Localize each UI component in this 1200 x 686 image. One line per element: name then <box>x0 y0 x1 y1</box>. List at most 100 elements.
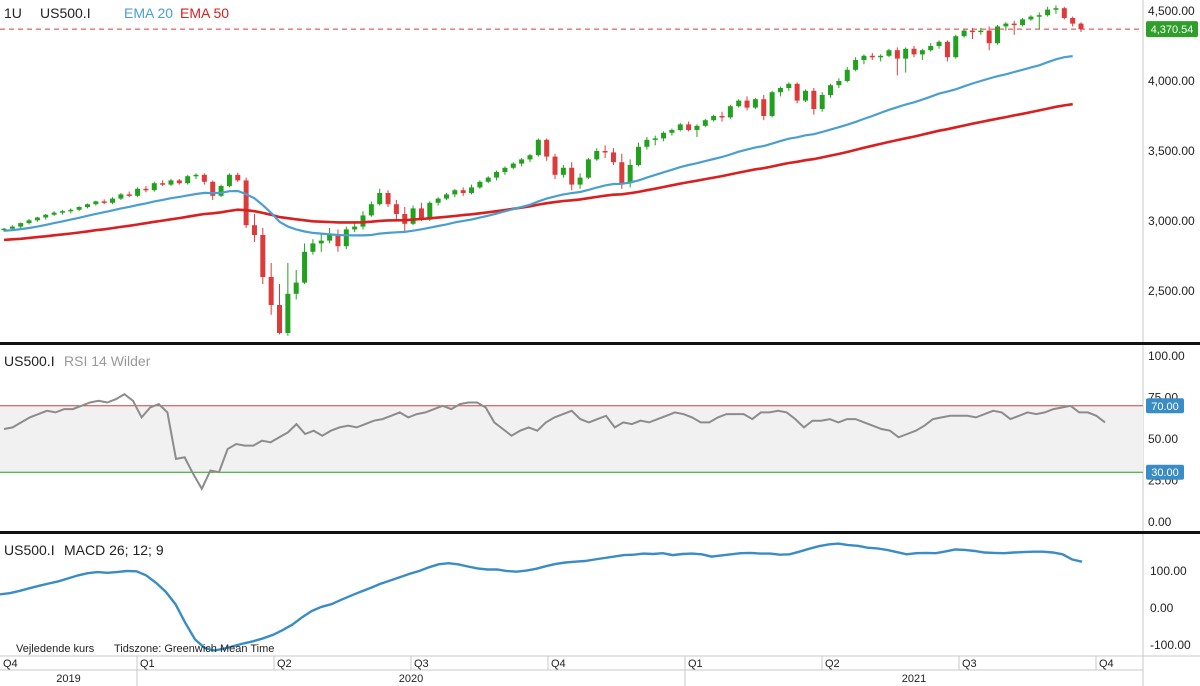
candle[interactable] <box>552 153 558 179</box>
candle[interactable] <box>752 97 758 109</box>
candle[interactable] <box>310 239 316 255</box>
candle[interactable] <box>293 270 299 300</box>
candle[interactable] <box>828 83 834 98</box>
candle[interactable] <box>1036 12 1042 30</box>
candle[interactable] <box>802 89 808 102</box>
candle[interactable] <box>944 40 950 62</box>
candle[interactable] <box>1011 20 1017 35</box>
candle[interactable] <box>93 200 99 206</box>
candle[interactable] <box>1070 16 1076 27</box>
candle[interactable] <box>686 121 692 132</box>
candle[interactable] <box>1061 6 1067 20</box>
candle[interactable] <box>76 206 82 212</box>
candle[interactable] <box>360 211 366 230</box>
candle[interactable] <box>335 229 341 252</box>
candle[interactable] <box>702 118 708 128</box>
candle[interactable] <box>51 211 57 217</box>
candle[interactable] <box>243 177 249 228</box>
candle[interactable] <box>594 148 600 161</box>
candle[interactable] <box>535 138 541 157</box>
candle[interactable] <box>777 86 783 97</box>
candle[interactable] <box>135 187 141 198</box>
rsi-symbol-label[interactable]: US500.I <box>4 353 55 369</box>
candle[interactable] <box>978 27 984 35</box>
candle[interactable] <box>569 162 575 191</box>
candle[interactable] <box>677 123 683 132</box>
candle[interactable] <box>118 193 124 200</box>
candle[interactable] <box>602 145 608 158</box>
candle[interactable] <box>1045 6 1051 17</box>
candle[interactable] <box>193 173 199 179</box>
panel-separator[interactable] <box>0 531 1200 534</box>
candle[interactable] <box>919 48 925 60</box>
candle[interactable] <box>318 233 324 252</box>
candle[interactable] <box>761 95 767 121</box>
candle[interactable] <box>928 43 934 52</box>
candle[interactable] <box>494 170 500 181</box>
candle[interactable] <box>894 47 900 76</box>
candle[interactable] <box>1003 22 1009 31</box>
candle[interactable] <box>260 228 266 284</box>
candle[interactable] <box>953 34 959 59</box>
ema20-legend[interactable]: EMA 20 <box>124 5 173 21</box>
candle[interactable] <box>736 99 742 108</box>
candle[interactable] <box>636 142 642 167</box>
candle[interactable] <box>343 226 349 249</box>
candle[interactable] <box>719 111 725 122</box>
candle[interactable] <box>277 284 283 335</box>
candle[interactable] <box>435 197 441 206</box>
candle[interactable] <box>577 173 583 189</box>
candle[interactable] <box>560 165 566 178</box>
candle[interactable] <box>961 29 967 38</box>
macd-symbol-label[interactable]: US500.I <box>4 542 55 558</box>
candle[interactable] <box>911 46 917 58</box>
candle[interactable] <box>302 243 308 284</box>
candle[interactable] <box>235 172 241 182</box>
candle[interactable] <box>769 90 775 118</box>
candle[interactable] <box>727 104 733 119</box>
ema50-legend[interactable]: EMA 50 <box>180 5 229 21</box>
candles[interactable] <box>1 5 1084 336</box>
candle[interactable] <box>84 203 90 209</box>
candle[interactable] <box>1053 5 1059 14</box>
candle[interactable] <box>869 53 875 60</box>
candle[interactable] <box>585 158 591 179</box>
candle[interactable] <box>377 188 383 206</box>
candle[interactable] <box>694 124 700 137</box>
candle[interactable] <box>452 188 458 198</box>
candle[interactable] <box>34 216 40 222</box>
time-axis[interactable]: Q4 Q1 Q2 Q3 Q4 Q1 Q2 Q3 Q4 2019 2020 2021 <box>0 655 1200 686</box>
candle[interactable] <box>644 137 650 150</box>
rsi-indicator-label[interactable]: RSI 14 Wilder <box>64 353 151 369</box>
candle[interactable] <box>43 214 49 220</box>
candle[interactable] <box>176 179 182 185</box>
candle[interactable] <box>786 82 792 91</box>
candle[interactable] <box>485 176 491 184</box>
candle[interactable] <box>226 173 232 188</box>
candle[interactable] <box>101 199 107 205</box>
candle[interactable] <box>477 180 483 189</box>
candle[interactable] <box>502 166 508 175</box>
candle[interactable] <box>151 181 157 192</box>
candle[interactable] <box>201 173 207 185</box>
candle[interactable] <box>969 27 975 39</box>
candle[interactable] <box>185 174 191 185</box>
candle[interactable] <box>285 263 291 336</box>
candle[interactable] <box>385 190 391 207</box>
candle[interactable] <box>368 201 374 217</box>
candle[interactable] <box>460 187 466 196</box>
candle[interactable] <box>878 54 884 62</box>
candle[interactable] <box>744 96 750 111</box>
candle[interactable] <box>819 92 825 112</box>
candle[interactable] <box>168 179 174 186</box>
macd-indicator-label[interactable]: MACD 26; 12; 9 <box>64 542 164 558</box>
candle[interactable] <box>18 222 24 228</box>
candle[interactable] <box>218 184 224 198</box>
candle[interactable] <box>995 25 1001 45</box>
candle[interactable] <box>794 82 800 104</box>
candle[interactable] <box>669 128 675 136</box>
candle[interactable] <box>68 208 74 214</box>
candle[interactable] <box>527 153 533 163</box>
candle[interactable] <box>853 57 859 72</box>
